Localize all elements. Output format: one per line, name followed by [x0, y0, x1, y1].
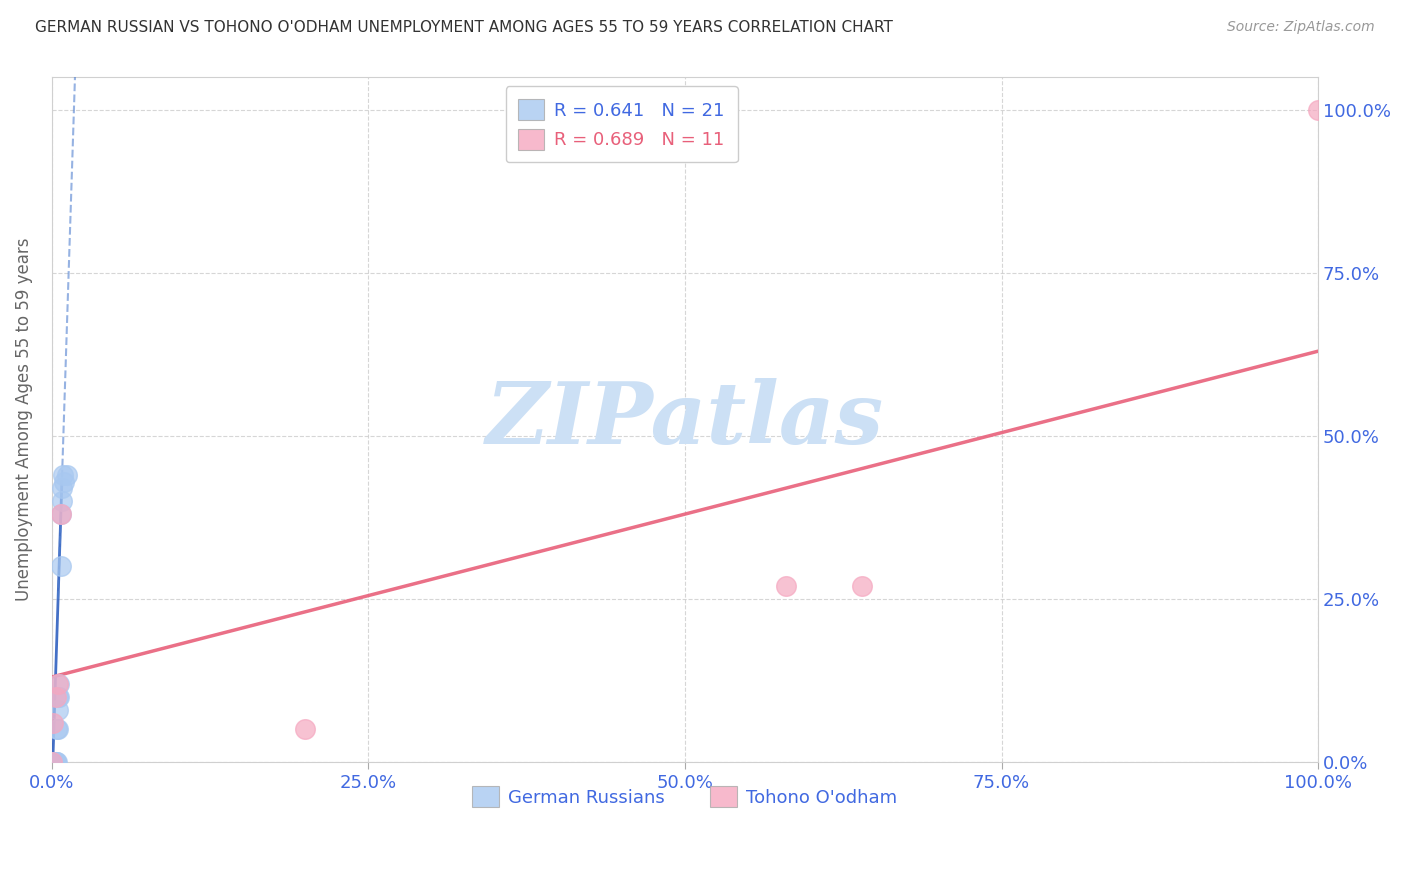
Point: [51, 481, 73, 495]
Point: [56, 468, 79, 483]
Point: [49, 507, 72, 521]
Legend: German Russians, Tohono O'odham: German Russians, Tohono O'odham: [465, 779, 905, 814]
Point: [46, 722, 69, 736]
Point: [294, 722, 316, 736]
Point: [46, 703, 69, 717]
Point: [45, 755, 67, 769]
Point: [775, 579, 797, 593]
Text: Source: ZipAtlas.com: Source: ZipAtlas.com: [1227, 20, 1375, 34]
Point: [46, 690, 69, 704]
Point: [42, 755, 65, 769]
Point: [45, 755, 67, 769]
Text: ZIPatlas: ZIPatlas: [486, 378, 884, 461]
Text: GERMAN RUSSIAN VS TOHONO O'ODHAM UNEMPLOYMENT AMONG AGES 55 TO 59 YEARS CORRELAT: GERMAN RUSSIAN VS TOHONO O'ODHAM UNEMPLO…: [35, 20, 893, 35]
Point: [45, 722, 67, 736]
Y-axis label: Unemployment Among Ages 55 to 59 years: Unemployment Among Ages 55 to 59 years: [15, 238, 32, 601]
Point: [48, 690, 70, 704]
Point: [44, 755, 66, 769]
Point: [52, 468, 75, 483]
Point: [45, 755, 67, 769]
Point: [46, 676, 69, 690]
Point: [45, 755, 67, 769]
Point: [44, 755, 66, 769]
Point: [42, 715, 65, 730]
Point: [851, 579, 873, 593]
Point: [51, 494, 73, 508]
Point: [49, 507, 72, 521]
Point: [41, 755, 63, 769]
Point: [48, 676, 70, 690]
Point: [53, 475, 76, 489]
Point: [1308, 103, 1330, 117]
Point: [49, 559, 72, 574]
Point: [45, 690, 67, 704]
Point: [42, 755, 65, 769]
